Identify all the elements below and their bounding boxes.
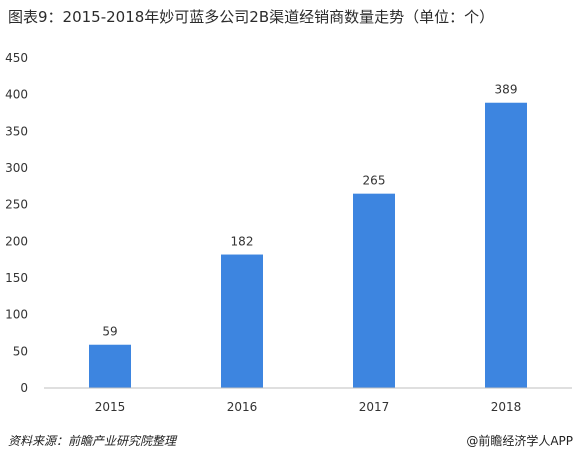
y-tick-label: 300 bbox=[5, 161, 28, 175]
x-tick-label-2017: 2017 bbox=[359, 400, 390, 414]
bar-2015 bbox=[89, 344, 131, 388]
bars bbox=[89, 102, 527, 388]
bar-2018 bbox=[485, 102, 527, 388]
x-tick-label-2015: 2015 bbox=[95, 400, 126, 414]
bar-2016 bbox=[221, 254, 263, 388]
chart-title: 图表9：2015-2018年妙可蓝多公司2B渠道经销商数量走势（单位：个） bbox=[8, 8, 495, 26]
x-tick-label-2016: 2016 bbox=[227, 400, 258, 414]
source-text: 资料来源：前瞻产业研究院整理 bbox=[8, 434, 177, 448]
bar-2017 bbox=[353, 193, 395, 388]
y-axis: 0 50 100 150 200 250 300 350 400 450 bbox=[5, 51, 28, 395]
y-tick-label: 200 bbox=[5, 234, 28, 248]
data-label-2016: 182 bbox=[231, 235, 254, 249]
y-tick-label: 450 bbox=[5, 51, 28, 65]
data-label-2018: 389 bbox=[495, 83, 518, 97]
y-tick-label: 350 bbox=[5, 124, 28, 138]
data-labels: 59 182 265 389 bbox=[102, 83, 517, 339]
x-axis: 2015 2016 2017 2018 bbox=[44, 387, 572, 414]
y-tick-label: 400 bbox=[5, 88, 28, 102]
y-tick-label: 50 bbox=[13, 344, 28, 358]
y-tick-label: 0 bbox=[20, 381, 28, 395]
data-label-2017: 265 bbox=[363, 174, 386, 188]
x-tick-label-2018: 2018 bbox=[491, 400, 522, 414]
y-tick-label: 100 bbox=[5, 308, 28, 322]
y-tick-label: 150 bbox=[5, 271, 28, 285]
footer: 资料来源：前瞻产业研究院整理 @前瞻经济学人APP bbox=[0, 426, 581, 459]
app-credit: @前瞻经济学人APP bbox=[466, 434, 573, 448]
y-tick-label: 250 bbox=[5, 198, 28, 212]
data-label-2015: 59 bbox=[102, 325, 117, 339]
